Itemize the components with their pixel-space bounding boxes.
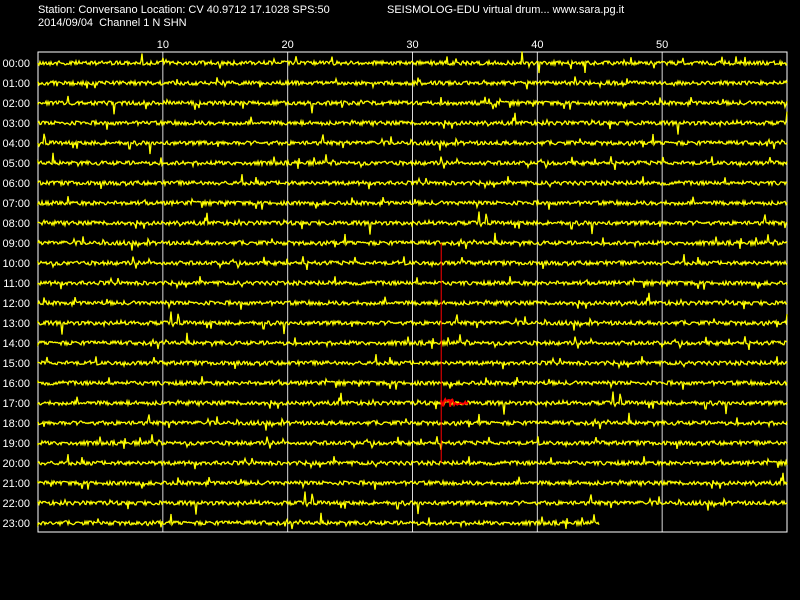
x-tick-label: 40 (531, 39, 543, 51)
hour-label: 05:00 (2, 158, 30, 170)
trace-row (37, 95, 788, 115)
x-tick-label: 20 (282, 39, 294, 51)
hour-label: 17:00 (2, 398, 30, 410)
hour-label: 00:00 (2, 58, 30, 70)
trace-row (37, 111, 788, 135)
trace-row (37, 211, 788, 235)
trace-row (37, 292, 788, 310)
hour-label: 23:00 (2, 518, 30, 530)
trace-row (37, 412, 788, 431)
trace-row (37, 232, 788, 251)
station-info: Station: Conversano Location: CV 40.9712… (38, 4, 330, 16)
hour-label: 08:00 (2, 218, 30, 230)
trace-row (37, 332, 788, 351)
hour-label: 10:00 (2, 258, 30, 270)
trace-row (37, 311, 788, 335)
hour-label: 15:00 (2, 358, 30, 370)
trace-row (37, 196, 788, 210)
trace-row (37, 491, 788, 515)
hour-label: 02:00 (2, 98, 30, 110)
trace-row (37, 276, 788, 290)
hour-label: 01:00 (2, 78, 30, 90)
hour-label: 03:00 (2, 118, 30, 130)
trace-row (37, 434, 788, 451)
trace-row (37, 472, 788, 490)
x-tick-label: 50 (656, 39, 668, 51)
trace-layer (37, 51, 788, 530)
trace-row (37, 152, 788, 171)
x-tick-label: 10 (157, 39, 169, 51)
trace-row (37, 354, 788, 370)
hour-label: 18:00 (2, 418, 30, 430)
hour-label: 14:00 (2, 338, 30, 350)
hour-label: 20:00 (2, 458, 30, 470)
trace-row (37, 133, 788, 155)
hour-label: 06:00 (2, 178, 30, 190)
trace-row (37, 174, 788, 190)
hour-label: 04:00 (2, 138, 30, 150)
trace-row (37, 454, 788, 470)
trace-row (37, 512, 600, 530)
hour-label: 07:00 (2, 198, 30, 210)
x-tick-labels: 10 20 30 40 50 (157, 39, 669, 51)
hour-label: 13:00 (2, 318, 30, 330)
drum-title: SEISMOLOG-EDU virtual drum... www.sara.p… (387, 4, 625, 16)
hour-label: 11:00 (3, 278, 30, 290)
event-marker-segment (440, 397, 469, 407)
trace-row (37, 254, 788, 271)
hour-label: 09:00 (2, 238, 30, 250)
grid-layer (37, 51, 788, 533)
trace-row (37, 376, 788, 390)
x-tick-label: 30 (406, 39, 418, 51)
hour-label: 19:00 (2, 438, 30, 450)
hour-label: 16:00 (2, 378, 30, 390)
trace-row (37, 391, 788, 415)
hour-label: 12:00 (2, 298, 30, 310)
event-marker-layer (440, 243, 469, 463)
hour-labels: 00:00 01:00 02:00 03:00 04:00 05:00 06:00 07:00… (2, 58, 30, 530)
trace-row (37, 76, 788, 90)
hour-label: 22:00 (2, 498, 30, 510)
trace-row (37, 51, 788, 74)
hour-label: 21:00 (2, 478, 30, 490)
date-channel-info: 2014/09/04 Channel 1 N SHN (38, 17, 187, 29)
